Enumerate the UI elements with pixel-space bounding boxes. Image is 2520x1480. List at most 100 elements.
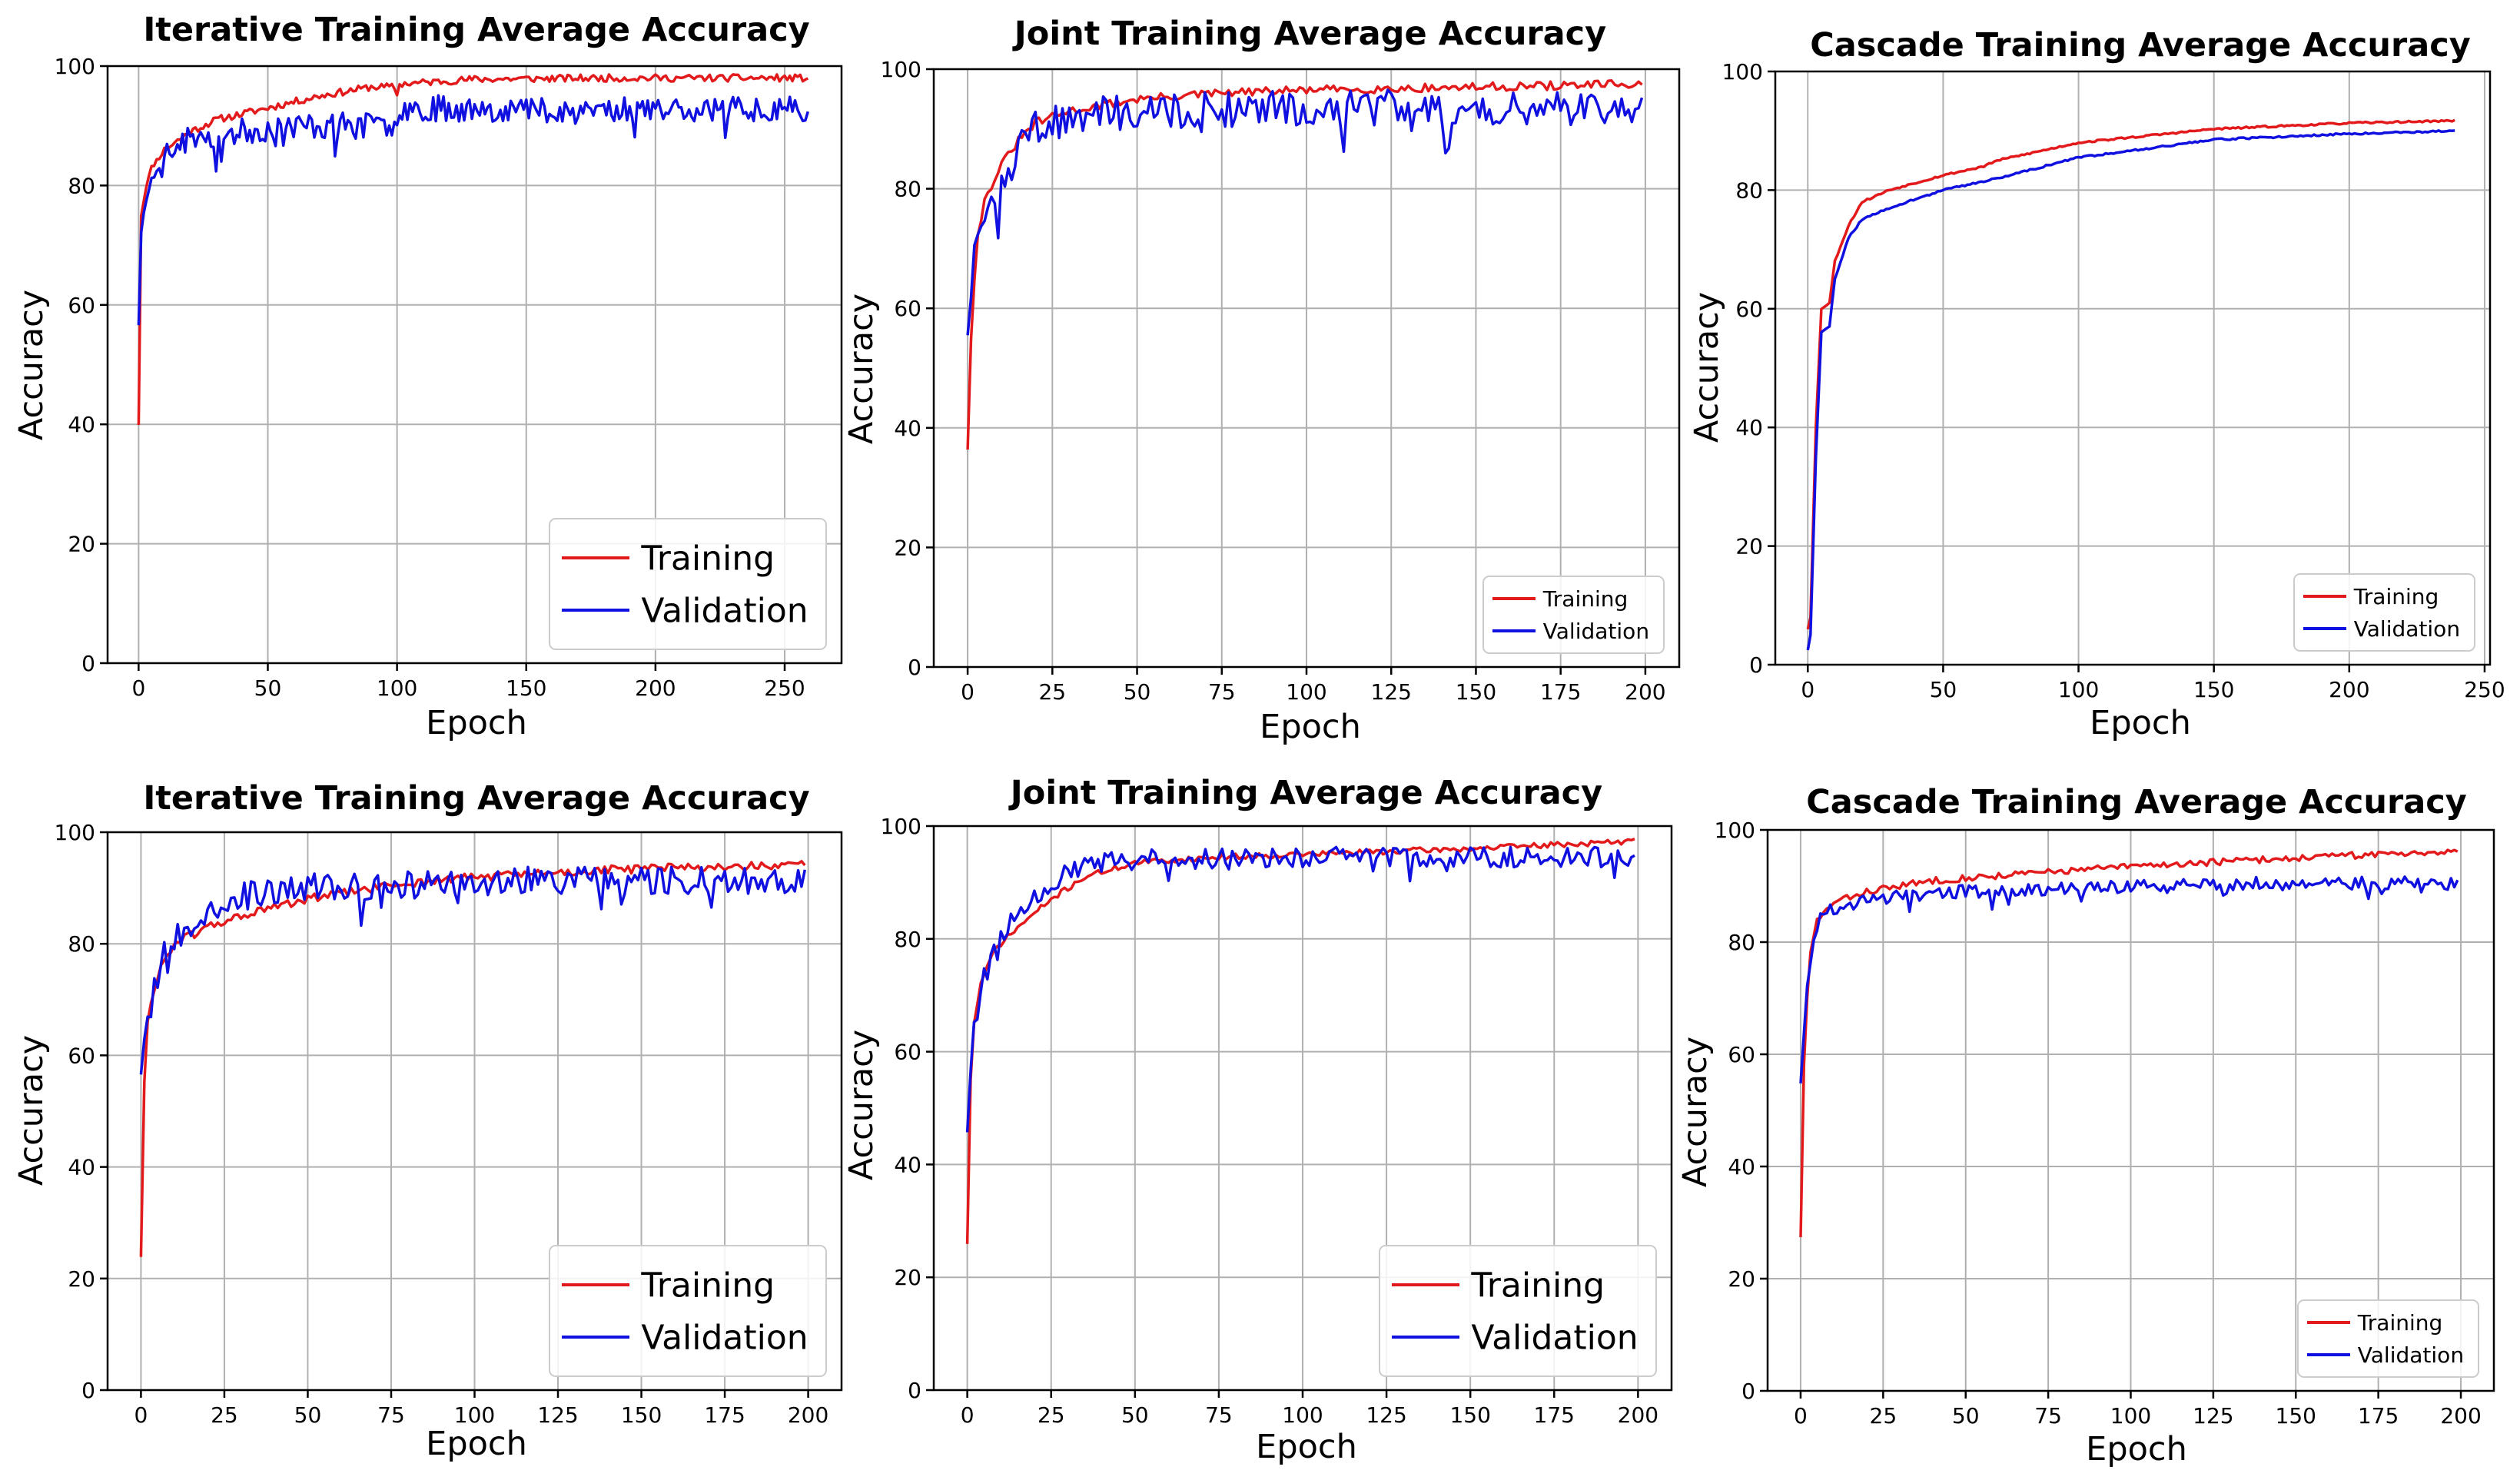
- x-tick-label: 250: [2464, 677, 2505, 702]
- x-axis-label: Epoch: [426, 704, 527, 742]
- x-tick-label: 150: [506, 675, 546, 701]
- x-tick-label: 50: [254, 675, 282, 701]
- x-tick-label: 125: [1366, 1402, 1406, 1428]
- x-tick-label: 50: [1952, 1403, 1980, 1429]
- plot-frame: [1774, 70, 2492, 666]
- chart-title: Iterative Training Average Accuracy: [143, 11, 809, 49]
- chart-title: Cascade Training Average Accuracy: [1810, 26, 2471, 65]
- x-axis-label: Epoch: [1260, 708, 1361, 746]
- x-axis-label: Epoch: [2086, 1430, 2187, 1468]
- y-tick-label: 60: [68, 1043, 95, 1068]
- series-line-validation: [137, 94, 809, 326]
- x-tick-label: 100: [1282, 1402, 1323, 1428]
- y-tick-label: 40: [894, 416, 921, 441]
- chart-cascade-top: Cascade Training Average Accuracy Epoch …: [1688, 26, 2505, 742]
- x-tick-label: 25: [1038, 679, 1066, 705]
- x-tick-label: 175: [1540, 679, 1581, 705]
- legend-label-training: Training: [2357, 1310, 2442, 1336]
- legend-box: [2297, 1299, 2479, 1378]
- legend-label-validation: Validation: [2358, 1342, 2464, 1368]
- chart-cascade-bottom: Cascade Training Average Accuracy Epoch …: [1676, 783, 2495, 1468]
- chart-title: Joint Training Average Accuracy: [1012, 15, 1606, 53]
- legend-label-training: Training: [1470, 1266, 1605, 1305]
- y-tick-label: 60: [68, 293, 95, 318]
- y-tick-label: 100: [55, 54, 95, 79]
- chart-joint-top: Joint Training Average Accuracy Epoch Ac…: [842, 15, 1681, 746]
- series-line-validation: [139, 865, 807, 1075]
- chart-iterative-top: Iterative Training Average Accuracy Epoc…: [12, 11, 843, 742]
- x-tick-label: 0: [134, 1402, 148, 1428]
- legend: Training Validation: [2297, 1299, 2479, 1378]
- y-axis-label: Accuracy: [12, 1035, 51, 1186]
- x-tick-label: 100: [2058, 677, 2099, 702]
- y-tick-label: 80: [68, 173, 95, 198]
- legend-box: [549, 1245, 827, 1377]
- y-tick-label: 20: [1735, 534, 1763, 559]
- x-tick-label: 75: [1205, 1402, 1233, 1428]
- y-axis-label: Accuracy: [842, 294, 881, 444]
- x-tick-label: 200: [635, 675, 676, 701]
- y-tick-label: 40: [1735, 415, 1763, 440]
- x-tick-label: 125: [2193, 1403, 2233, 1429]
- legend-box: [1482, 576, 1665, 654]
- x-tick-label: 175: [704, 1402, 745, 1428]
- chart-title: Cascade Training Average Accuracy: [1806, 783, 2467, 821]
- x-tick-label: 0: [961, 679, 974, 705]
- y-tick-label: 20: [894, 1265, 921, 1290]
- y-tick-label: 0: [908, 655, 921, 680]
- x-tick-label: 150: [621, 1402, 662, 1428]
- y-tick-label: 100: [1715, 818, 1755, 843]
- legend-label-training: Training: [640, 539, 775, 578]
- y-tick-label: 60: [1735, 297, 1763, 322]
- x-tick-label: 125: [537, 1402, 578, 1428]
- legend-label-training: Training: [2353, 584, 2439, 609]
- series-line-validation: [965, 845, 1635, 1133]
- y-tick-label: 20: [894, 535, 921, 560]
- x-tick-label: 200: [1618, 1402, 1658, 1428]
- x-tick-label: 150: [2276, 1403, 2316, 1429]
- y-tick-label: 20: [68, 1266, 95, 1292]
- x-tick-label: 75: [1208, 679, 1236, 705]
- x-tick-label: 75: [2034, 1403, 2062, 1429]
- y-tick-label: 80: [1735, 178, 1763, 203]
- x-tick-label: 100: [454, 1402, 495, 1428]
- x-tick-label: 25: [1870, 1403, 1897, 1429]
- y-tick-label: 40: [68, 412, 95, 437]
- series-line-validation: [1799, 875, 2459, 1084]
- legend-box: [2293, 573, 2475, 652]
- x-tick-label: 250: [764, 675, 805, 701]
- y-tick-label: 20: [1728, 1266, 1755, 1292]
- series-line-training: [137, 73, 809, 426]
- x-tick-label: 100: [1286, 679, 1326, 705]
- series-line-training: [965, 838, 1635, 1244]
- x-tick-label: 50: [294, 1402, 322, 1428]
- y-tick-label: 40: [68, 1155, 95, 1180]
- y-tick-label: 60: [1728, 1042, 1755, 1067]
- chart-title: Iterative Training Average Accuracy: [143, 779, 809, 818]
- y-axis-label: Accuracy: [1688, 292, 1726, 443]
- y-axis-label: Accuracy: [12, 290, 51, 440]
- legend-label-validation: Validation: [641, 1318, 808, 1357]
- x-tick-label: 0: [131, 675, 145, 701]
- legend: Training Validation: [2293, 573, 2475, 652]
- legend-label-validation: Validation: [1471, 1318, 1638, 1357]
- x-axis-label: Epoch: [426, 1425, 527, 1463]
- y-tick-label: 0: [81, 651, 95, 676]
- series-line-training: [139, 860, 806, 1257]
- y-tick-label: 80: [68, 931, 95, 957]
- y-tick-label: 80: [894, 177, 921, 202]
- y-tick-label: 40: [894, 1152, 921, 1177]
- y-tick-label: 0: [81, 1378, 95, 1403]
- x-tick-label: 200: [788, 1402, 828, 1428]
- x-tick-label: 100: [377, 675, 417, 701]
- x-tick-label: 175: [2358, 1403, 2399, 1429]
- series-line-validation: [1806, 129, 2455, 651]
- plot-frame: [106, 65, 843, 665]
- x-tick-label: 150: [1456, 679, 1496, 705]
- y-axis-label: Accuracy: [842, 1030, 881, 1180]
- x-axis-label: Epoch: [2090, 704, 2191, 742]
- legend-label-training: Training: [1542, 586, 1628, 612]
- y-tick-label: 40: [1728, 1154, 1755, 1180]
- legend: Training Validation: [549, 1245, 827, 1377]
